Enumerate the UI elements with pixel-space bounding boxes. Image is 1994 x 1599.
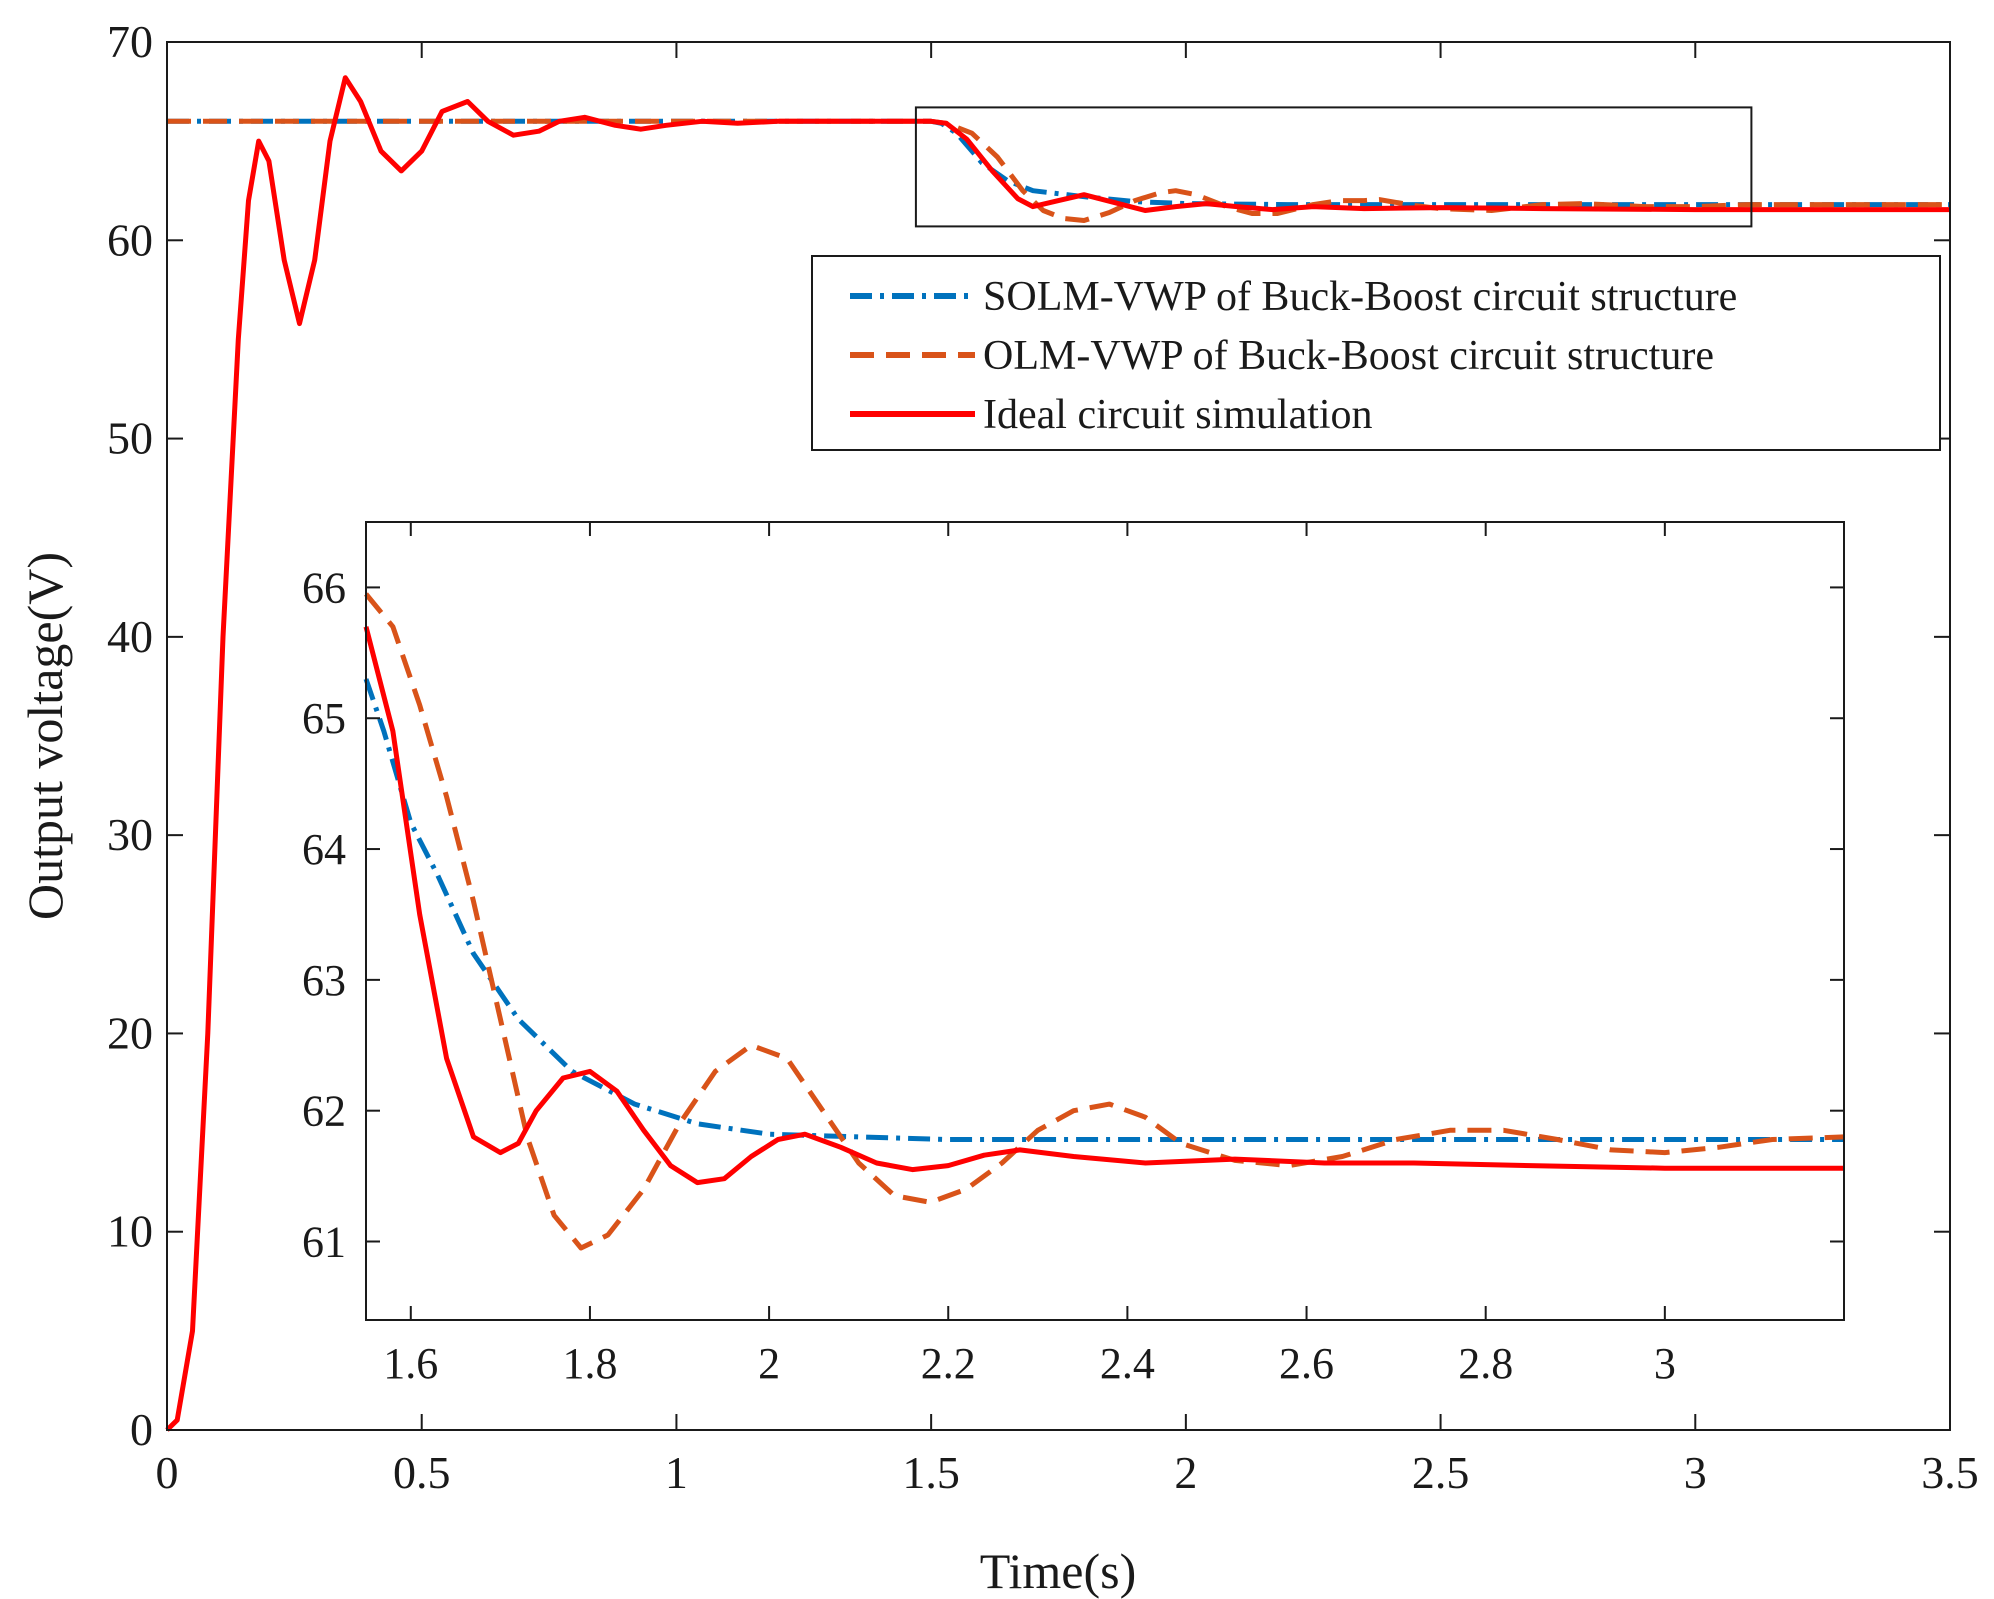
inset-ticks-group: 1.6 1.8 2 2.2 2.4 2.6 2.8 3 61 62 63 64 65 66: [302, 522, 1844, 1388]
inset-x-tick-label: 1.8: [562, 1339, 617, 1388]
inset-series-line-1: [364, 592, 1845, 1251]
inset-y-tick-label: 63: [302, 956, 346, 1005]
legend-label-solm: SOLM-VWP of Buck-Boost circuit structure: [983, 274, 1737, 320]
main-y-tick-label: 50: [107, 413, 153, 464]
main-y-tick-label: 70: [107, 16, 153, 67]
y-axis-title: Output voltage(V): [17, 552, 73, 920]
inset-series-line-0: [363, 678, 1844, 1142]
inset-x-tick-label: 2: [758, 1339, 780, 1388]
inset-y-tick-label: 65: [302, 694, 346, 743]
inset-y-tick-label: 66: [302, 563, 346, 612]
x-axis-title: Time(s): [980, 1543, 1137, 1599]
main-y-tick-label: 30: [107, 809, 153, 860]
inset-x-tick-label: 1.6: [383, 1339, 438, 1388]
main-plot-frame: [166, 41, 1951, 1431]
inset-x-tick-label: 2.4: [1100, 1339, 1155, 1388]
inset-x-tick-label: 2.8: [1458, 1339, 1513, 1388]
inset-axes: 1.6 1.8 2 2.2 2.4 2.6 2.8 3 61 62 63 64 65 66: [302, 521, 1845, 1388]
main-y-tick-label: 10: [107, 1206, 153, 1257]
main-ticks-group: 0 0.5 1 1.5 2 2.5 3 3.5 0 10 20 30 40 50 60 70: [107, 16, 1979, 1498]
main-x-tick-label: 3: [1684, 1447, 1707, 1498]
main-x-tick-label: 1: [665, 1447, 688, 1498]
legend-label-ideal: Ideal circuit simulation: [983, 392, 1373, 438]
main-x-tick-label: 0: [156, 1447, 179, 1498]
inset-x-tick-label: 2.2: [921, 1339, 976, 1388]
main-x-tick-label: 3.5: [1921, 1447, 1979, 1498]
main-series-group: [165, 75, 1950, 1432]
inset-y-tick-label: 61: [302, 1218, 346, 1267]
main-series-line-2: [165, 75, 1950, 1432]
main-x-tick-label: 1.5: [902, 1447, 960, 1498]
inset-y-tick-label: 62: [302, 1087, 346, 1136]
main-y-tick-label: 20: [107, 1007, 153, 1058]
main-x-tick-label: 2: [1174, 1447, 1197, 1498]
inset-y-tick-label: 64: [302, 825, 346, 874]
main-series-line-1: [167, 118, 1950, 223]
inset-plot-frame: [365, 521, 1845, 1321]
main-x-tick-label: 2.5: [1412, 1447, 1470, 1498]
inset-x-tick-label: 3: [1654, 1339, 1676, 1388]
inset-plot-area: [366, 522, 1844, 1320]
legend-label-olm: OLM-VWP of Buck-Boost circuit structure: [983, 333, 1714, 379]
legend: SOLM-VWP of Buck-Boost circuit structure…: [811, 255, 1941, 451]
main-y-tick-label: 60: [107, 214, 153, 265]
inset-series-group: [363, 592, 1845, 1251]
inset-x-tick-label: 2.6: [1279, 1339, 1334, 1388]
legend-frame: [811, 255, 1941, 451]
zoom-box: [914, 106, 1753, 228]
main-x-tick-label: 0.5: [393, 1447, 451, 1498]
main-y-tick-label: 40: [107, 611, 153, 662]
inset-series-line-2: [363, 626, 1844, 1186]
main-y-tick-label: 0: [130, 1404, 153, 1455]
